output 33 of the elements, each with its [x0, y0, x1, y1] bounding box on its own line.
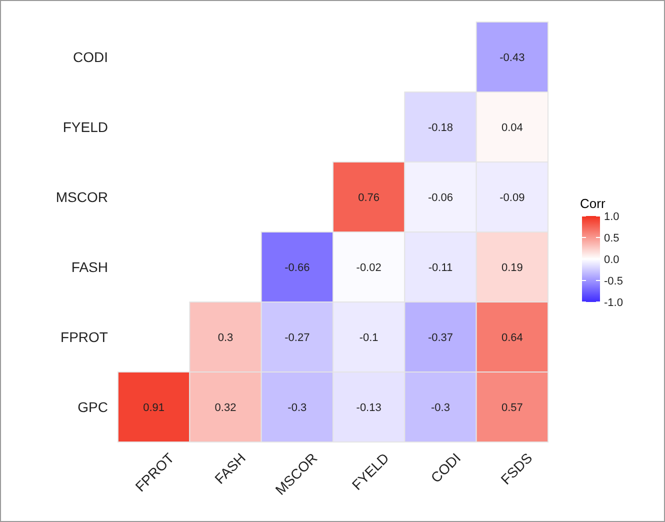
data-label: -0.3: [431, 402, 450, 414]
y-tick-label: CODI: [73, 48, 108, 65]
data-label: -0.18: [428, 122, 454, 134]
data-label: -0.43: [500, 52, 525, 64]
data-label: 0.57: [501, 402, 523, 414]
data-label: -0.06: [428, 192, 454, 204]
y-tick-label: MSCOR: [56, 188, 108, 205]
y-tick-label: FYELD: [62, 118, 108, 135]
data-label: 0.32: [214, 402, 236, 414]
data-label: -0.27: [284, 332, 310, 344]
data-label: 0.3: [218, 332, 234, 344]
data-label: -0.09: [500, 192, 525, 204]
color-bar-label: 0.5: [604, 232, 620, 244]
color-bar-title: Corr: [580, 196, 606, 211]
color-bar-label: 1.0: [604, 210, 620, 223]
data-label: -0.11: [428, 262, 453, 274]
data-label: 0.91: [143, 402, 165, 414]
color-bar-label: 0.0: [604, 254, 620, 266]
y-tick-label: FASH: [71, 258, 108, 275]
data-label: 0.64: [501, 332, 523, 344]
data-label: -0.3: [288, 402, 307, 414]
color-bar-label: -1.0: [604, 296, 623, 309]
data-label: -0.02: [356, 262, 382, 274]
data-label: -0.66: [284, 262, 310, 274]
data-label: 0.76: [358, 192, 380, 204]
y-tick-label: GPC: [78, 398, 108, 415]
data-label: 0.19: [501, 262, 523, 274]
data-label: 0.04: [501, 122, 523, 134]
data-label: -0.37: [428, 332, 454, 344]
color-bar-label: -0.5: [604, 275, 623, 288]
data-label: -0.1: [359, 332, 378, 344]
data-label: -0.13: [356, 402, 382, 414]
y-tick-label: FPROT: [60, 328, 108, 345]
